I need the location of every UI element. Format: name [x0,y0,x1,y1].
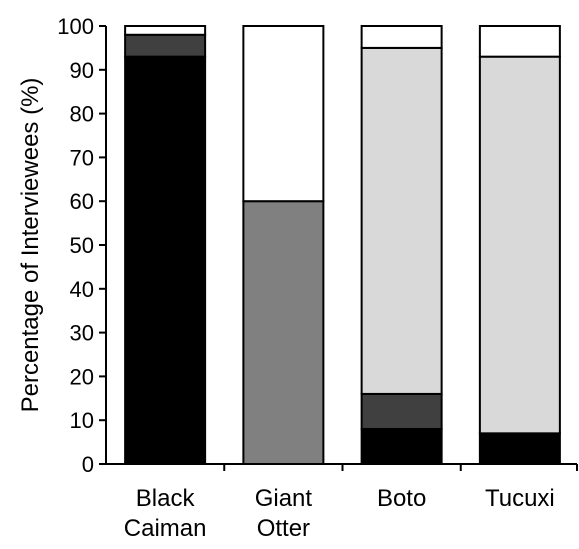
y-tick-label-7: 70 [70,145,94,170]
y-tick-label-3: 30 [70,321,94,346]
bars-layer [124,25,561,465]
y-tick-label-6: 60 [70,189,94,214]
bar-segment-2-0 [360,427,443,465]
axes-layer [99,25,578,471]
bar-segment-0-4 [124,25,207,36]
y-tick-label-1: 10 [70,408,94,433]
category-label-1: Giant Otter [255,485,313,542]
y-tick-label-9: 90 [70,58,94,83]
bar-segment-2-4 [360,25,443,49]
bar-segment-2-3 [360,46,443,395]
y-tick-label-2: 20 [70,364,94,389]
bar-segment-1-2 [242,200,325,465]
y-axis-title: Percentage of Interviewees (%) [17,78,44,413]
bar-segment-3-3 [478,55,561,435]
bar-segment-1-4 [242,25,325,203]
category-label-0: Black Caiman [124,485,207,542]
category-label-2: Boto [377,485,426,512]
bar-segment-0-1 [124,33,207,58]
y-tick-label-0: 0 [82,452,94,477]
y-tick-label-5: 50 [70,233,94,258]
y-tick-label-8: 80 [70,102,94,127]
y-tick-label-10: 100 [57,14,94,39]
y-tick-label-4: 40 [70,277,94,302]
bar-segment-0-0 [124,55,207,465]
bar-segment-2-1 [360,392,443,430]
labels-layer: Black Caiman Giant Otter Boto Tucuxi 0 10 20 30 40… [57,14,554,542]
bar-segment-3-0 [478,432,561,465]
bar-segment-3-4 [478,25,561,58]
category-label-3: Tucuxi [485,485,555,512]
